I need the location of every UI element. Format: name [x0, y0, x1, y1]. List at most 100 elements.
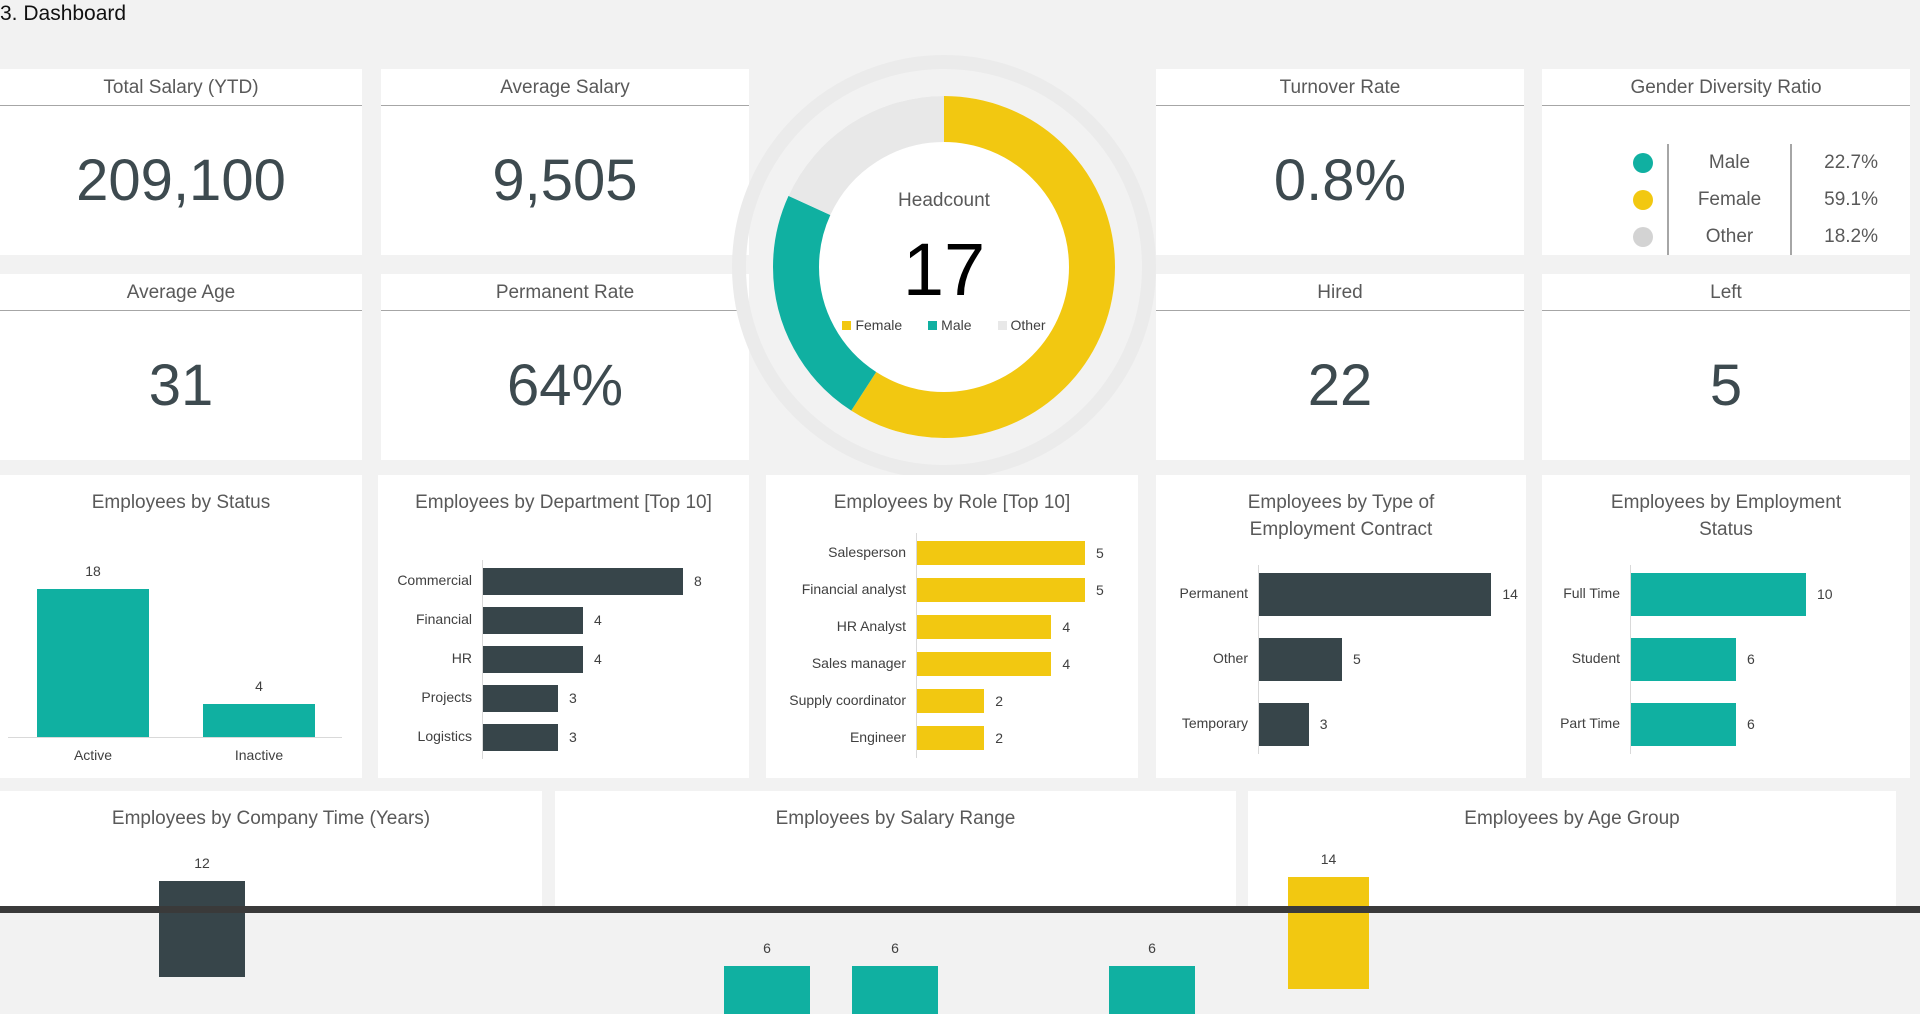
category-label: Supply coordinator: [789, 692, 906, 708]
kpi-value: 31: [148, 353, 214, 418]
chart-employees-by-role: Employees by Role [Top 10] Salesperson 5 F…: [766, 475, 1138, 778]
gender-name: Other: [1705, 226, 1754, 247]
axis-line: [1630, 564, 1631, 754]
category-label: Projects: [421, 689, 472, 705]
data-label: 5: [1096, 582, 1104, 598]
chart-employees-by-status: Employees by Status 18 Active 4 Inactive: [0, 475, 362, 778]
chart-employees-by-company-time: Employees by Company Time (Years) 12: [0, 791, 542, 977]
divider: [1667, 144, 1669, 255]
axis-line: [482, 559, 483, 759]
bar: [483, 684, 558, 712]
gender-name: Male: [1708, 152, 1751, 173]
bar: [917, 689, 985, 713]
legend-label: Male: [941, 317, 972, 333]
category-label: Salesperson: [828, 544, 906, 560]
category-label: HR: [451, 650, 472, 666]
category-label: Other: [1212, 650, 1248, 666]
donut-slice-male: [773, 96, 1115, 438]
axis-line: [8, 737, 342, 738]
data-label: 2: [995, 693, 1003, 709]
bar: [1259, 637, 1342, 681]
category-label: Financial analyst: [801, 581, 906, 597]
chart-title: Employees by Role [Top 10]: [833, 492, 1071, 513]
bar: [483, 567, 683, 595]
chart-title: Employees by Status: [91, 492, 271, 513]
category-label: Commercial: [397, 572, 472, 588]
data-label: 6: [891, 940, 899, 956]
data-label: 4: [594, 651, 602, 667]
legend-swatch-icon: [928, 321, 938, 330]
legend-dot-icon: [1633, 227, 1653, 247]
headcount-title: Headcount: [898, 190, 990, 211]
chart-title: Employees by Department [Top 10]: [415, 492, 712, 513]
donut-background: [773, 96, 1115, 438]
kpi-value: 209,100: [76, 148, 286, 213]
data-label: 5: [1353, 651, 1361, 667]
bar: [483, 645, 583, 673]
gender-diversity-card: Gender Diversity Ratio Male 22.7% Female 59…: [1542, 69, 1910, 255]
chart-title: Employees by Type of Employment Contract: [1247, 492, 1435, 540]
data-label: 3: [569, 690, 577, 706]
bar: [917, 726, 985, 750]
chart-title: Employees by Salary Range: [775, 808, 1016, 829]
data-label: 14: [1502, 586, 1518, 602]
page-title: 3. Dashboard: [0, 2, 127, 25]
data-label: 6: [763, 940, 771, 956]
bar: [483, 606, 583, 634]
bottom-taskbar: [0, 906, 1920, 913]
data-label: 6: [1747, 716, 1755, 732]
legend-item: Other: [997, 317, 1046, 333]
data-label: 10: [1817, 586, 1833, 602]
data-label: 5: [1096, 545, 1104, 561]
kpi-value: 9,505: [492, 148, 638, 213]
chart-employees-by-age-group: Employees by Age Group 14: [1248, 791, 1896, 989]
kpi-title: Average Salary: [381, 69, 749, 106]
category-label: Student: [1571, 650, 1620, 666]
chart-title: Employees by Company Time (Years): [111, 808, 431, 829]
bar: [1631, 702, 1736, 746]
bar: [1259, 572, 1492, 616]
divider: [1790, 144, 1792, 255]
bar: [483, 723, 558, 751]
decorative-ring: [732, 55, 1156, 479]
kpi-permanent-rate: Permanent Rate 64%: [381, 274, 749, 460]
donut-legend: Female Male Other: [724, 317, 1164, 333]
bar: [159, 881, 245, 977]
category-label: Engineer: [849, 729, 906, 745]
legend-swatch-icon: [842, 321, 852, 330]
category-label: HR Analyst: [836, 618, 906, 634]
chart-title: Employees by Age Group: [1464, 808, 1680, 829]
kpi-value: 0.8%: [1273, 148, 1407, 213]
category-label: Inactive: [234, 747, 284, 763]
kpi-turnover-rate: Turnover Rate 0.8%: [1156, 69, 1524, 255]
category-label: Sales manager: [811, 655, 906, 671]
bar: [1109, 966, 1195, 1014]
chart-title: Employees by Employment Status: [1610, 492, 1842, 540]
bar: [917, 541, 1085, 565]
bar: [1631, 637, 1736, 681]
bar: [1259, 702, 1309, 746]
category-label: Part Time: [1560, 715, 1620, 731]
gender-name: Female: [1697, 189, 1762, 210]
chart-employees-by-contract: Employees by Type of Employment Contract…: [1156, 475, 1526, 778]
legend-dot-icon: [1633, 190, 1653, 210]
legend-item: Male: [928, 317, 972, 333]
gender-row-male: Male 22.7%: [1542, 148, 1910, 178]
kpi-average-salary: Average Salary 9,505: [381, 69, 749, 255]
data-label: 8: [694, 573, 702, 589]
gender-pct: 59.1%: [1824, 189, 1878, 210]
data-label: 3: [569, 729, 577, 745]
kpi-title: Permanent Rate: [381, 274, 749, 311]
legend-item: Female: [842, 317, 902, 333]
bar: [1288, 877, 1369, 989]
kpi-left: Left 5: [1542, 274, 1910, 460]
bar: [917, 578, 1085, 602]
bar: [724, 966, 810, 1014]
kpi-value: 22: [1307, 353, 1373, 418]
gender-pct: 18.2%: [1824, 226, 1878, 247]
kpi-value: 5: [1709, 353, 1743, 418]
data-label: 4: [1062, 656, 1071, 672]
axis-line: [1258, 564, 1259, 754]
data-label: 12: [194, 855, 210, 871]
kpi-title: Turnover Rate: [1156, 69, 1524, 106]
